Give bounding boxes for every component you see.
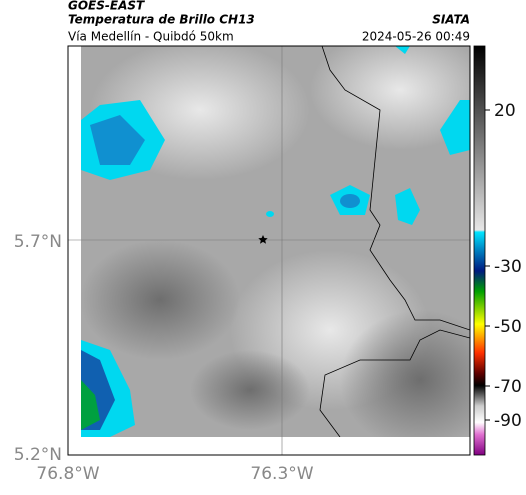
lon-tick-label: 76.8°W — [36, 464, 99, 484]
lon-tick-label: 76.3°W — [250, 464, 313, 484]
header-source: GOES-EAST — [68, 0, 145, 13]
colorbar-tick-label: 20 — [494, 101, 516, 121]
location-marker — [258, 235, 268, 244]
header-route: Vía Medellín - Quibdó 50km — [68, 30, 234, 44]
lat-tick-label: 5.7°N — [14, 232, 62, 252]
colorbar-tick-label: -30 — [494, 257, 522, 277]
colorbar-tick-label: -90 — [494, 411, 522, 431]
lat-tick-label: 5.2°N — [14, 445, 62, 465]
header-datetime: 2024-05-26 00:49 — [362, 30, 470, 44]
header-brand: SIATA — [432, 13, 470, 27]
plot-frame — [67, 45, 471, 456]
satellite-image — [81, 46, 470, 437]
colorbar-tick-label: -70 — [494, 377, 522, 397]
header-product: Temperatura de Brillo CH13 — [68, 13, 255, 27]
colorbar-ticks: 20 -30 -50 -70 -90 — [485, 101, 522, 431]
colorbar-tick-label: -50 — [494, 317, 522, 337]
colorbar — [473, 45, 486, 456]
